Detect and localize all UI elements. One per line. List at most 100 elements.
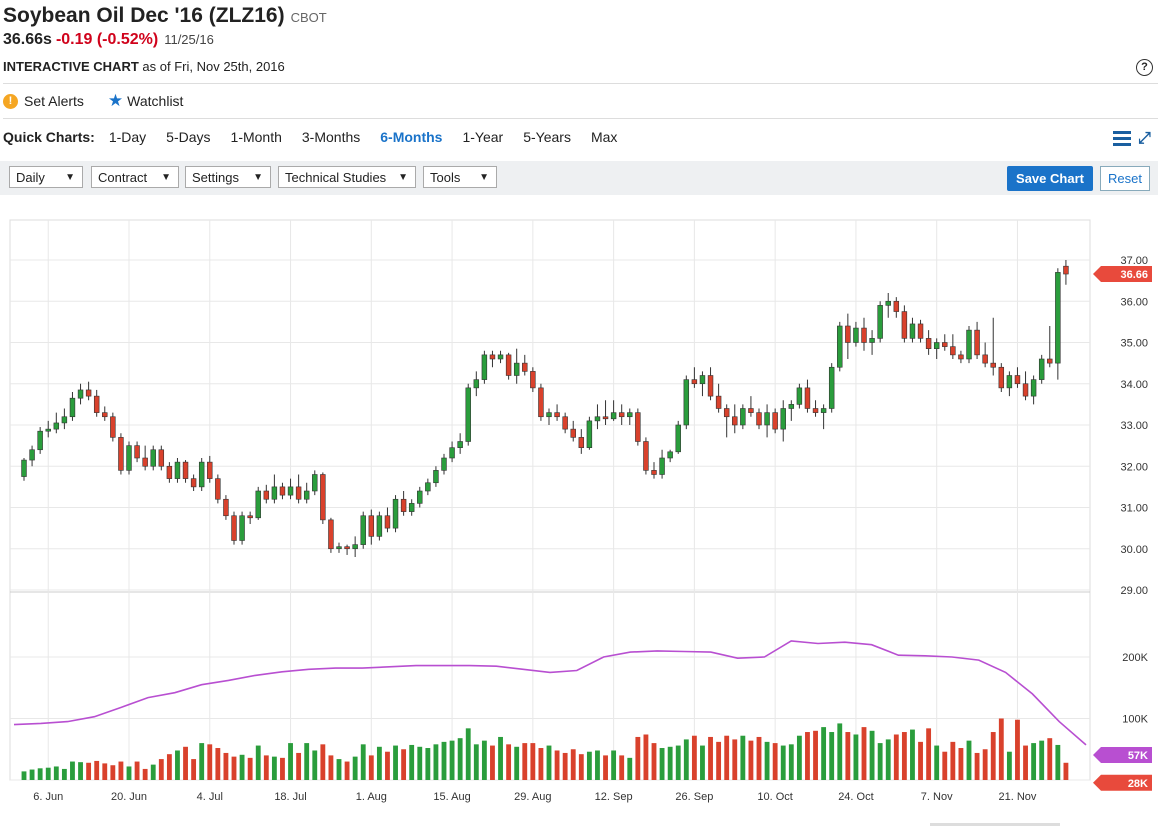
quick-chart-6-months[interactable]: 6-Months [380,129,443,145]
price-volume-chart[interactable]: 37.00 36.00 35.00 34.00 33.00 32.00 31.00 30.00… [0,210,1165,815]
reset-button[interactable]: Reset [1100,166,1150,191]
volume-bar [910,729,915,780]
help-icon[interactable]: ? [1136,59,1153,76]
volume-bar [1031,743,1037,780]
candle-up [29,449,35,461]
volume-bar [1063,762,1069,780]
candle-up [1055,272,1061,364]
menu-icon[interactable] [1113,131,1131,147]
candle-down [489,354,496,360]
candle-down [93,395,100,413]
volume-bar [175,750,180,780]
volume-bar [425,748,431,780]
action-bar: ! Set Alerts ★ Watchlist [3,91,183,111]
volume-bar [691,735,697,780]
quick-chart-5-days[interactable]: 5-Days [166,129,211,145]
star-icon[interactable]: ★ [107,91,124,110]
scrollbar[interactable] [930,823,1060,826]
candle-up [1006,375,1013,389]
candle-down [166,465,173,479]
volume-bar [449,740,455,780]
chevron-down-icon: ▼ [479,172,489,183]
volume-bar [215,748,221,780]
volume-bar [280,757,285,780]
volume-bar [360,744,366,780]
candle-up [465,387,471,442]
candle-down [707,375,714,397]
candle-up [497,354,504,360]
candle-up [255,490,261,519]
volume-bar [570,749,576,780]
candle-up [909,323,916,339]
candle-down [570,428,576,438]
volume-bar [481,740,487,780]
last-price-tag [1093,266,1152,283]
price-tick-label: 31.00 [1120,503,1148,515]
candle-down [538,387,544,418]
candle-down [950,346,956,356]
candle-up [417,490,423,504]
quick-charts-label: Quick Charts: [3,129,95,145]
volume-bar [150,764,156,780]
candle-down [578,437,585,448]
candle-up [360,515,366,545]
volume-bar [772,743,778,780]
candle-down [384,515,391,529]
set-alerts-button[interactable]: Set Alerts [24,93,84,109]
chart-toolbar: Daily ▼ Contract ▼ Settings ▼ Technical Stu… [0,161,1158,195]
candle-up [408,503,415,512]
candle-down [328,519,334,550]
watchlist-button[interactable]: Watchlist [127,93,184,109]
candle-up [788,404,795,409]
volume-bar [958,748,964,780]
candle-down [756,412,762,426]
candle-down [562,416,568,430]
price-date: 11/25/16 [164,32,214,47]
technical-studies-dropdown[interactable]: Technical Studies ▼ [278,166,416,188]
quick-chart-1-year[interactable]: 1-Year [462,129,504,145]
quick-chart-max[interactable]: Max [590,129,618,145]
save-chart-button[interactable]: Save Chart [1007,166,1093,191]
volume-bar [683,739,689,780]
candle-down [651,470,657,475]
contract-dropdown[interactable]: Contract ▼ [91,166,179,188]
volume-bar [94,760,100,780]
volume-bar [635,736,641,780]
settings-dropdown[interactable]: Settings ▼ [185,166,271,188]
candle-down [344,546,350,550]
candle-up [271,486,278,500]
period-dropdown[interactable]: Daily ▼ [9,166,83,188]
price-tick-label: 30.00 [1120,544,1148,556]
volume-bar [320,744,326,780]
volume-bar [724,735,730,780]
candle-up [966,329,972,360]
volume-bar [845,732,851,780]
x-tick-label: 6. Jun [33,791,63,803]
warning-icon[interactable]: ! [3,93,18,109]
candle-up [69,397,76,418]
quick-chart-1-month[interactable]: 1-Month [230,129,282,145]
price-tick-label: 35.00 [1120,338,1148,350]
volume-bar [651,743,657,780]
tools-dropdown[interactable]: Tools ▼ [423,166,497,188]
volume-bar [829,732,835,780]
volume-bar [401,749,407,780]
volume-bar [207,744,213,780]
candle-down [118,437,124,471]
quick-chart-1-day[interactable]: 1-Day [108,129,147,145]
page-title: Soybean Oil Dec '16 (ZLZ16) CBOT [3,4,327,28]
candle-down [110,416,116,438]
candle-down [998,366,1005,389]
candle-down [505,354,512,376]
divider [3,118,1158,119]
quick-chart-3-months[interactable]: 3-Months [301,129,361,145]
volume-bar [110,765,116,780]
expand-icon[interactable]: ⤢ [1138,130,1151,147]
quick-chart-5-years[interactable]: 5-Years [523,129,571,145]
volume-bar [1006,751,1012,780]
volume-bar [595,750,600,780]
volume-bar [748,740,754,780]
x-tick-label: 7. Nov [921,791,953,803]
price-tick-label: 36.00 [1120,296,1148,308]
candle-up [933,342,940,349]
